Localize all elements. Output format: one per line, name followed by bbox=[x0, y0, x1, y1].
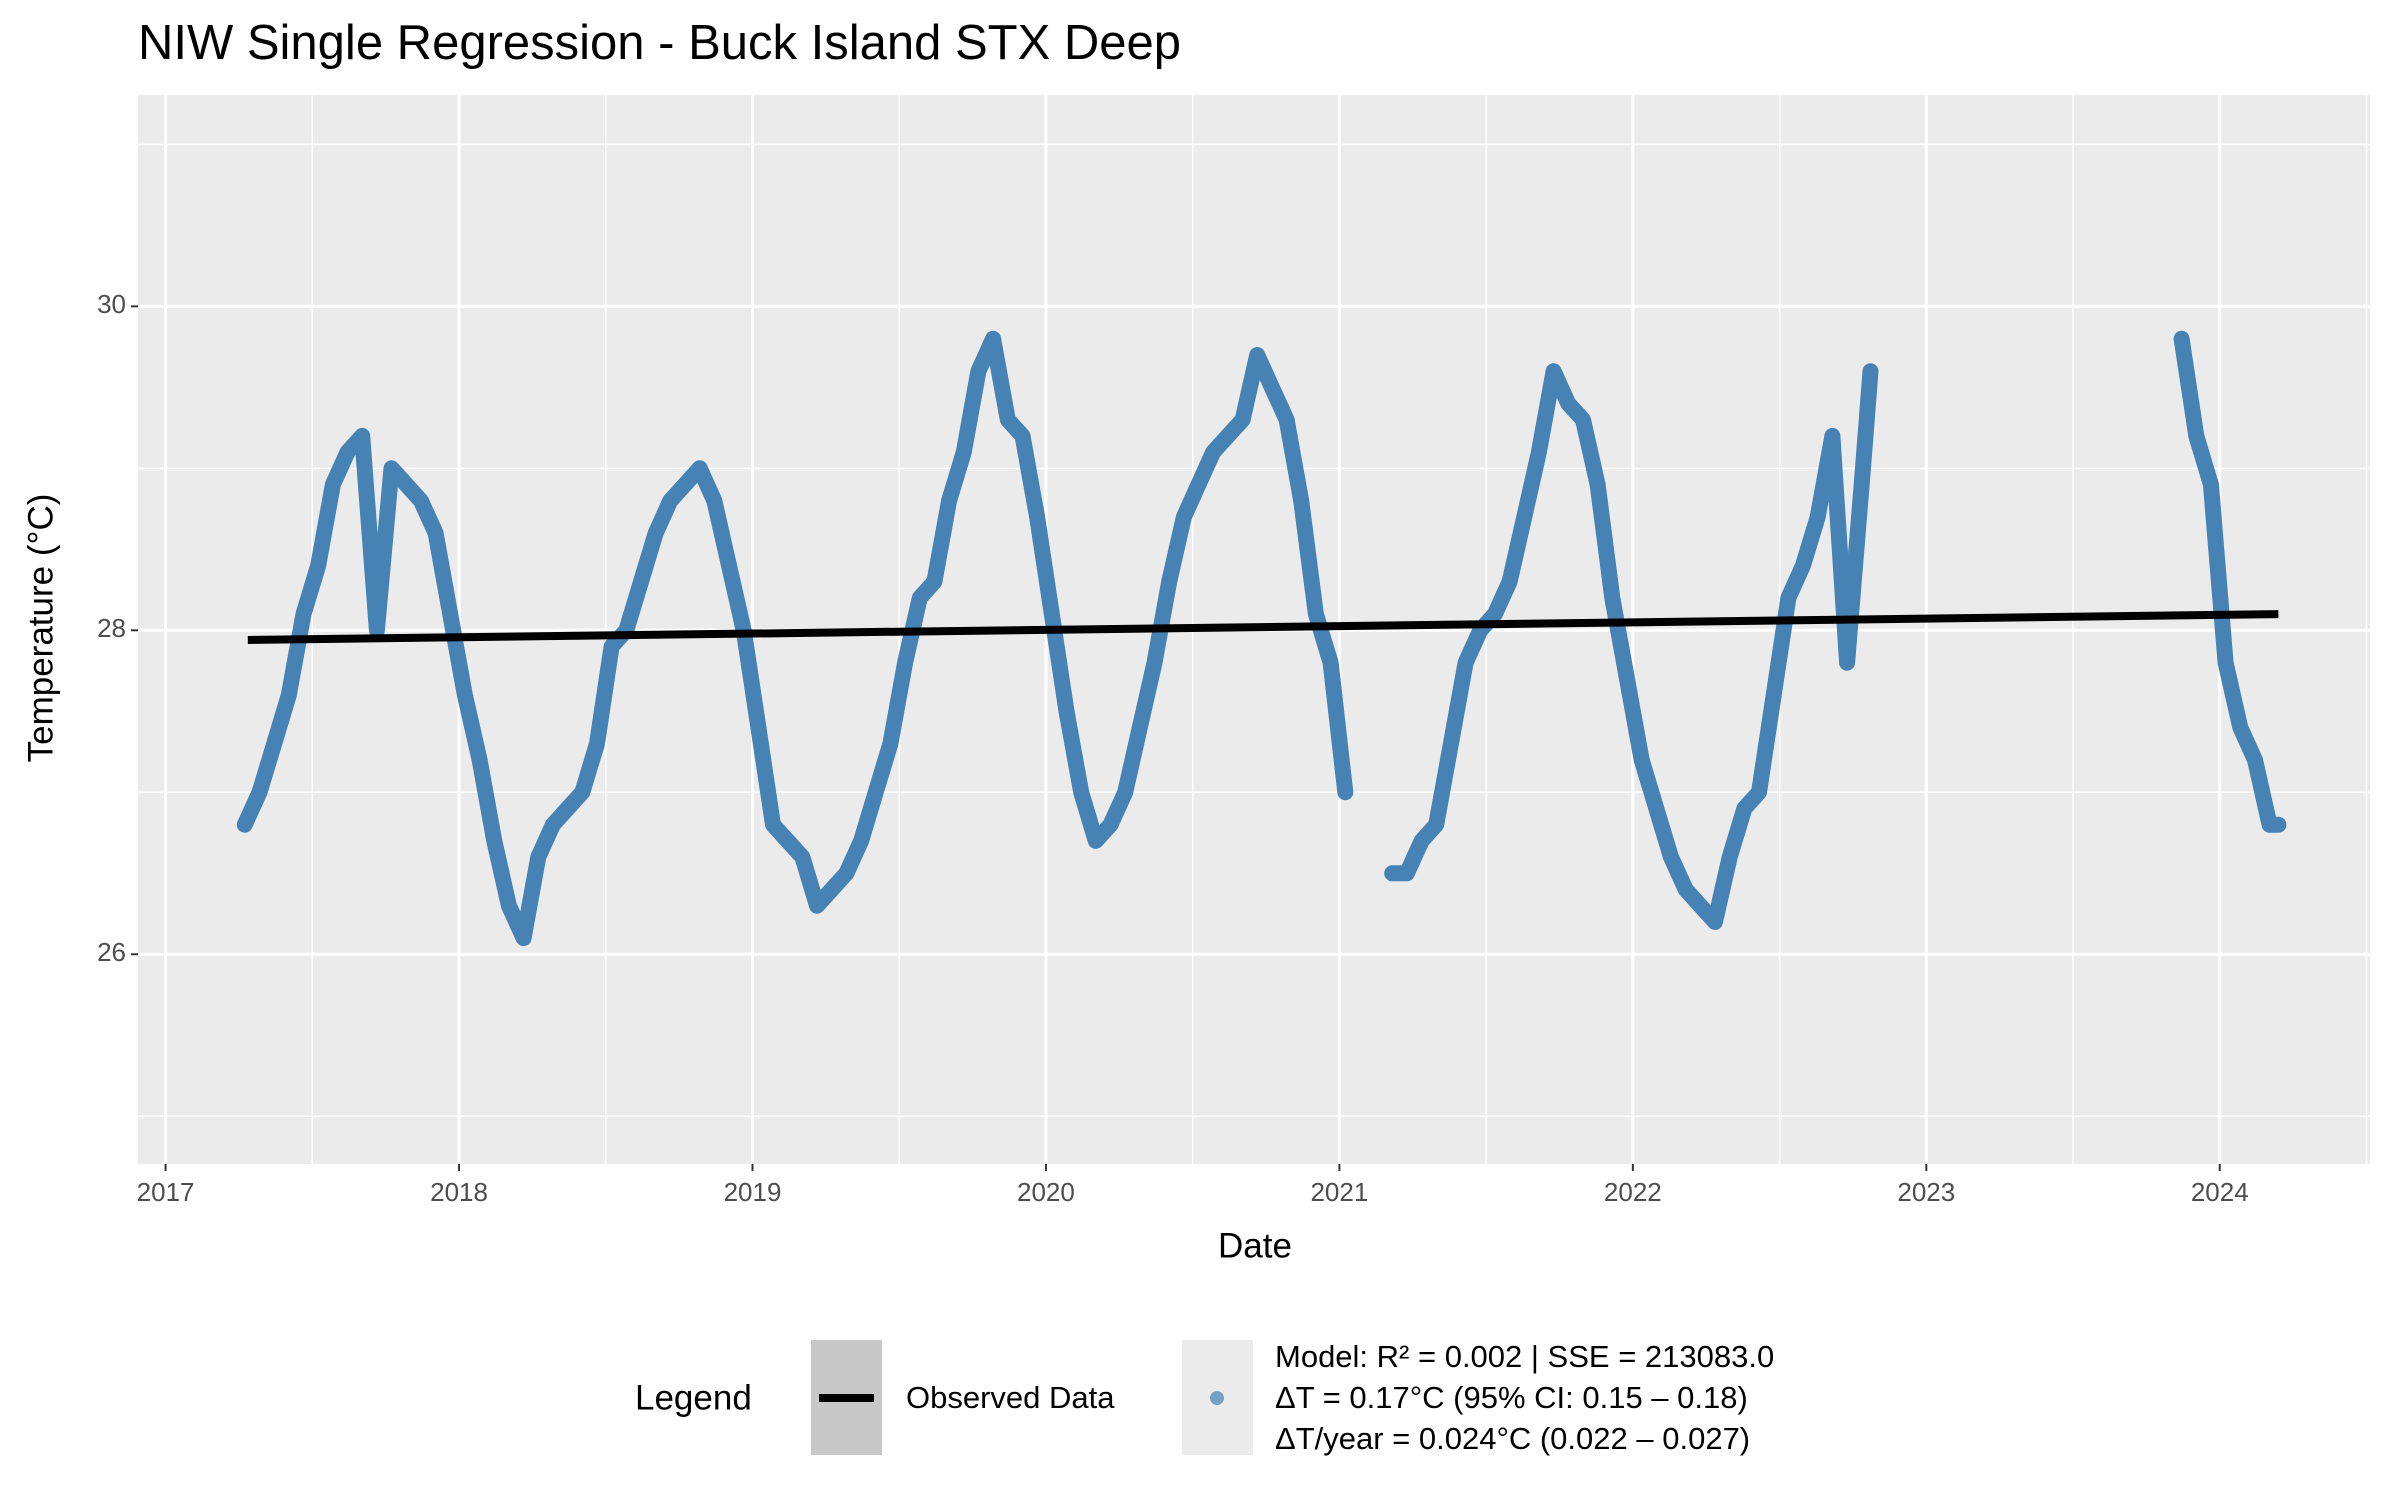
chart-title: NIW Single Regression - Buck Island STX … bbox=[138, 16, 1181, 70]
marks bbox=[236, 330, 2287, 947]
y-axis-title: Temperature (°C) bbox=[21, 494, 60, 763]
x-tick-label: 2021 bbox=[1310, 1177, 1368, 1207]
x-tick-label: 2018 bbox=[430, 1177, 488, 1207]
legend-label: ΔT = 0.17°C (95% CI: 0.15 – 0.18) bbox=[1275, 1380, 1748, 1415]
legend-point bbox=[1210, 1391, 1224, 1405]
x-tick-label: 2017 bbox=[137, 1177, 195, 1207]
legend-label: ΔT/year = 0.024°C (0.022 – 0.027) bbox=[1275, 1421, 1750, 1456]
regression-line bbox=[247, 610, 2279, 644]
legend-label: Observed Data bbox=[906, 1380, 1115, 1415]
legend-title: Legend bbox=[635, 1378, 752, 1417]
x-tick-label: 2019 bbox=[724, 1177, 782, 1207]
x-axis-title: Date bbox=[1218, 1226, 1292, 1265]
y-tick-label: 30 bbox=[97, 289, 126, 319]
x-tick-label: 2023 bbox=[1897, 1177, 1955, 1207]
x-tick-label: 2024 bbox=[2191, 1177, 2249, 1207]
y-tick-label: 28 bbox=[97, 613, 126, 643]
data-line bbox=[236, 330, 2287, 947]
legend-label: Model: R² = 0.002 | SSE = 213083.0 bbox=[1275, 1339, 1774, 1374]
x-tick-label: 2022 bbox=[1604, 1177, 1662, 1207]
y-tick-label: 26 bbox=[97, 937, 126, 967]
x-tick-label: 2020 bbox=[1017, 1177, 1075, 1207]
